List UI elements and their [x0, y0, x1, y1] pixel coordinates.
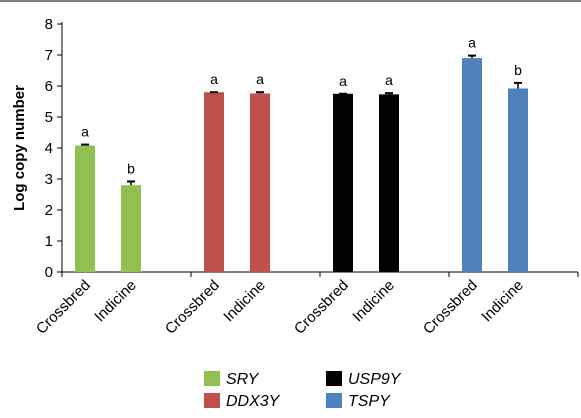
bar [462, 58, 482, 272]
x-category-label: Crossbred [162, 277, 223, 338]
bar [508, 88, 528, 272]
x-category-label: Indicine [478, 277, 527, 326]
significance-label: a [385, 72, 393, 88]
x-category-label: Crossbred [33, 277, 94, 338]
y-tick-label: 5 [45, 109, 53, 126]
significance-label: a [468, 35, 476, 51]
bar [379, 94, 399, 273]
x-category-label: Indicine [349, 277, 398, 326]
legend-label: DDX3Y [226, 393, 281, 410]
significance-label: b [127, 160, 135, 176]
significance-label: a [339, 73, 347, 89]
bar [121, 185, 141, 272]
significance-label: a [81, 124, 89, 140]
y-tick-label: 1 [45, 233, 53, 250]
legend-swatch [204, 371, 220, 386]
x-category-label: Crossbred [420, 277, 481, 338]
legend-swatch [204, 393, 220, 408]
y-axis-label: Log copy number [11, 85, 28, 211]
legend-label: TSPY [348, 393, 391, 410]
legend-swatch [326, 371, 342, 386]
significance-label: a [210, 71, 218, 87]
legend-swatch [326, 393, 342, 408]
legend-label: USP9Y [348, 371, 402, 388]
bar [333, 93, 353, 272]
y-tick-label: 3 [45, 171, 53, 188]
y-tick-label: 8 [45, 16, 53, 33]
y-tick-label: 4 [45, 140, 53, 157]
y-tick-label: 2 [45, 202, 53, 219]
bar [204, 92, 224, 272]
y-tick-label: 7 [45, 47, 53, 64]
significance-label: a [256, 71, 264, 87]
x-category-label: Crossbred [291, 277, 352, 338]
x-category-label: Indicine [220, 277, 269, 326]
y-tick-label: 6 [45, 78, 53, 95]
legend-label: SRY [226, 371, 260, 388]
significance-label: b [514, 62, 522, 78]
y-tick-label: 0 [45, 264, 53, 281]
bar [75, 145, 95, 272]
legend: SRY USP9Y DDX3Y TSPY [204, 371, 402, 410]
bars: a Crossbred b Indicine a Crossbred a Indicine a C… [33, 35, 579, 338]
bar [250, 93, 270, 272]
x-category-label: Indicine [91, 277, 140, 326]
